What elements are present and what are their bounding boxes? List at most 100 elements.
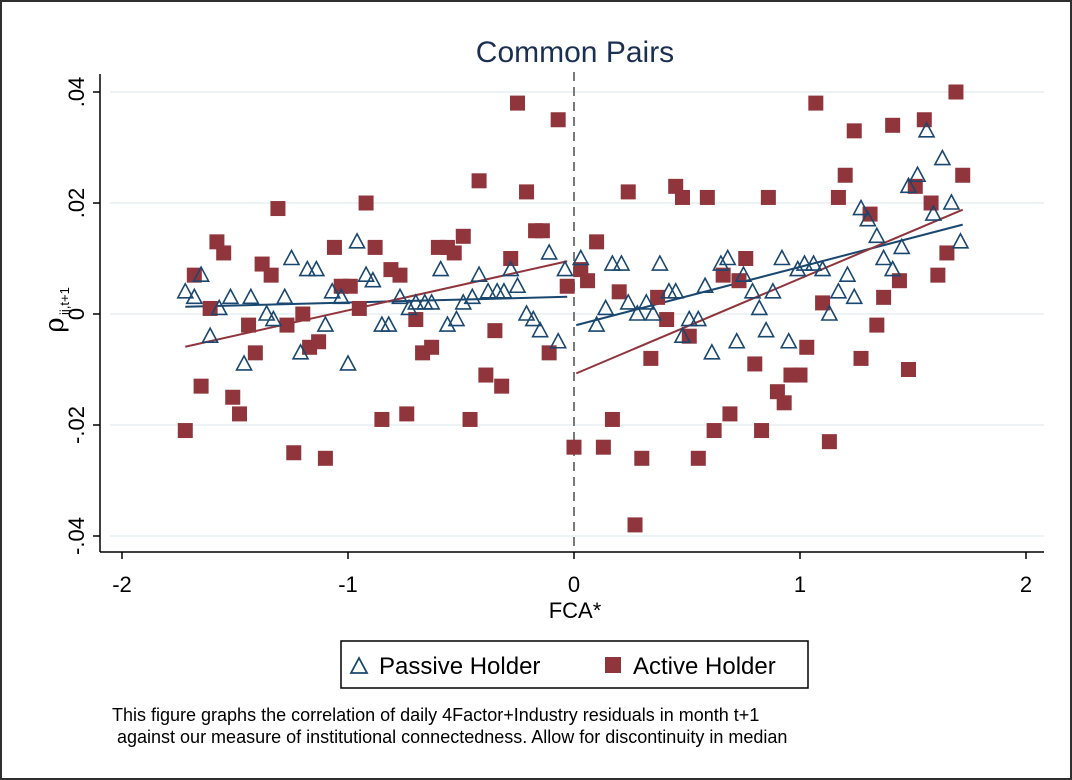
gridlines <box>110 91 1044 537</box>
y-axis-title: ρ ij,t+1 <box>40 287 72 332</box>
passive-holder-point <box>357 265 375 282</box>
active-holder-point <box>595 439 611 455</box>
active-holder-point <box>566 439 582 455</box>
active-holder-point <box>326 239 342 255</box>
active-holder-point <box>799 339 815 355</box>
passive-holder-point <box>696 276 714 294</box>
passive-holder-point <box>829 282 848 299</box>
active-holder-point <box>358 195 374 211</box>
active-holder-point <box>247 345 263 361</box>
active-holder-point <box>869 317 885 333</box>
passive-holder-point <box>852 198 870 216</box>
active-holder-point <box>202 300 218 316</box>
x-tick-label: -2 <box>112 572 132 597</box>
active-holder-point <box>923 195 939 211</box>
active-holder-point <box>776 395 792 411</box>
passive-holder-point <box>235 354 253 371</box>
active-holder-point <box>674 189 690 205</box>
passive-holder-point <box>501 259 520 277</box>
active-holder-point <box>690 450 706 466</box>
active-holder-point <box>225 389 241 405</box>
active-holder-point <box>589 234 605 250</box>
active-holder-point <box>900 362 916 377</box>
active-holder-point <box>487 323 503 339</box>
active-holder-point <box>916 112 932 128</box>
x-tick-label: -1 <box>338 572 358 597</box>
active-holder-point <box>650 289 666 305</box>
passive-holder-point <box>517 304 536 321</box>
legend-active-label: Active Holder <box>633 653 776 680</box>
active-holder-point <box>541 345 557 361</box>
active-holder-point <box>311 334 327 350</box>
active-holder-point <box>392 267 408 283</box>
active-holder-point <box>270 201 286 217</box>
active-holder-point <box>494 378 510 394</box>
passive-holder-point <box>951 232 970 249</box>
passive-holder-point <box>422 293 441 310</box>
passive-holder-point <box>820 304 839 321</box>
active-holder-point <box>580 273 596 289</box>
active-holder-point <box>846 123 862 139</box>
data-points <box>176 84 971 533</box>
y-tick-label: 0 <box>64 308 89 320</box>
x-tick-label: 2 <box>1020 572 1032 597</box>
passive-holder-point <box>680 309 699 327</box>
passive-holder-point <box>651 254 669 271</box>
passive-holder-point <box>339 354 357 371</box>
passive-holder-point <box>323 282 342 299</box>
active-holder-point <box>885 117 901 133</box>
legend: Passive Holder Active Holder <box>340 640 809 689</box>
passive-holder-point <box>908 165 927 183</box>
passive-holder-point <box>587 315 606 332</box>
active-holder-point <box>830 189 846 205</box>
active-holder-point <box>930 267 946 283</box>
active-holder-point <box>821 434 837 450</box>
passive-holder-point <box>379 315 398 332</box>
legend-triangle-icon <box>349 656 369 674</box>
passive-holder-point <box>764 282 782 299</box>
passive-holder-point <box>734 265 753 282</box>
legend-passive-label: Passive Holder <box>379 653 540 680</box>
active-holder-point <box>177 423 193 439</box>
caption-line-2: against our measure of institutional con… <box>112 727 788 747</box>
passive-holder-point <box>298 259 317 277</box>
y-axis-title-main: ρ <box>40 317 70 332</box>
passive-holder-point <box>743 282 762 299</box>
active-holder-point <box>424 339 440 355</box>
passive-holder-point <box>192 265 210 282</box>
passive-holder-point <box>813 259 832 277</box>
passive-holder-point <box>447 309 466 327</box>
passive-holder-point <box>241 287 260 305</box>
active-holder-point <box>279 317 295 333</box>
active-holder-point <box>722 406 738 422</box>
passive-holder-point <box>463 287 482 305</box>
passive-holder-point <box>571 248 590 266</box>
active-holder-point <box>699 189 715 205</box>
axes <box>93 72 1044 559</box>
active-holder-point <box>550 112 566 128</box>
active-holder-point <box>643 350 659 366</box>
passive-holder-point <box>845 287 864 305</box>
passive-holder-point <box>431 259 450 277</box>
active-holder-point <box>408 312 424 328</box>
active-holder-point <box>471 173 487 189</box>
passive-holder-point <box>874 248 893 266</box>
active-holder-point <box>948 84 964 100</box>
active-holder-point <box>808 95 824 111</box>
active-holder-point <box>462 411 478 427</box>
active-holder-point <box>738 251 754 266</box>
active-holder-point <box>503 251 519 266</box>
active-holder-point <box>891 273 907 289</box>
passive-holder-point <box>779 332 798 349</box>
passive-holder-point <box>942 193 961 210</box>
active-holder-point <box>446 245 462 261</box>
active-holder-point <box>659 312 675 328</box>
y-tick-label: .04 <box>64 77 89 108</box>
passive-holder-point <box>221 287 240 305</box>
active-holder-point <box>792 367 808 383</box>
passive-holder-point <box>391 287 409 305</box>
active-holder-point <box>611 284 627 300</box>
active-holder-point <box>295 306 311 322</box>
active-holder-point <box>706 423 722 439</box>
